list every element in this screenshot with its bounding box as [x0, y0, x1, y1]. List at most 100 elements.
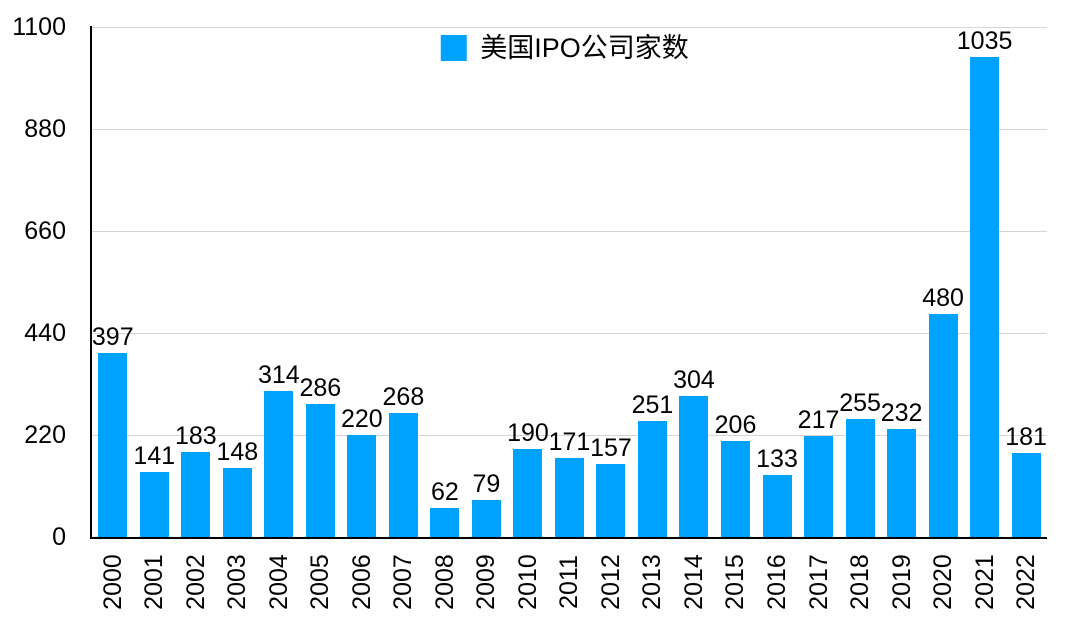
bar-value-label: 232	[880, 399, 923, 427]
y-tick-label: 660	[24, 217, 66, 245]
bar	[181, 452, 211, 537]
x-tick-cell: 2003	[217, 544, 259, 620]
bar	[887, 429, 917, 537]
legend: 美国IPO公司家数	[440, 33, 689, 63]
x-tick-label: 2000	[98, 554, 127, 610]
bar-column: 220	[341, 27, 383, 537]
bar-column: 286	[299, 27, 342, 537]
x-axis-tick-labels: 2000 2001 2002 2003 2004 2005 2006 2007 2008 2009…	[92, 544, 1047, 620]
x-tick-label: 2013	[638, 554, 667, 610]
y-axis-tick-labels: 0 220 440 660 880 1100	[0, 0, 66, 621]
bar	[596, 464, 626, 537]
bar	[471, 500, 501, 537]
bar	[554, 458, 584, 537]
x-tick-label: 2019	[887, 554, 916, 610]
y-axis-line	[90, 26, 92, 539]
bar-value-label: 190	[507, 419, 549, 447]
x-tick-cell: 2011	[549, 544, 591, 620]
bar-value-label: 141	[133, 442, 176, 470]
x-tick-cell: 2015	[715, 544, 757, 620]
bar	[98, 353, 128, 537]
x-tick-label: 2021	[970, 554, 999, 610]
bar-column: 1035	[957, 27, 1012, 537]
bar	[928, 314, 958, 537]
bar-column: 268	[383, 27, 424, 537]
bar-value-label: 171	[548, 428, 591, 456]
bar-value-label: 251	[631, 391, 674, 419]
x-tick-label: 2022	[1012, 554, 1041, 610]
legend-label: 美国IPO公司家数	[480, 33, 689, 63]
bar-column: 304	[673, 27, 715, 537]
bar-value-label: 183	[174, 422, 217, 450]
gridline	[92, 435, 1047, 436]
bar	[970, 57, 1000, 537]
x-tick-cell: 2019	[881, 544, 923, 620]
gridline	[92, 333, 1047, 334]
y-tick-label: 220	[24, 421, 66, 449]
bar	[804, 436, 834, 537]
bar-value-label: 397	[91, 323, 134, 351]
x-tick-cell: 2005	[300, 544, 342, 620]
y-tick-label: 1100	[12, 13, 66, 41]
x-tick-label: 2015	[721, 554, 750, 610]
x-tick-label: 2001	[140, 554, 169, 610]
bar-value-label: 133	[756, 445, 798, 473]
x-tick-label: 2005	[306, 554, 335, 610]
bar-column: 251	[631, 27, 674, 537]
bar-column: 183	[175, 27, 217, 537]
x-tick-cell: 2014	[673, 544, 715, 620]
x-tick-label: 2014	[679, 554, 708, 610]
x-tick-cell: 2010	[507, 544, 549, 620]
x-tick-cell: 2009	[466, 544, 508, 620]
bar-column: 217	[797, 27, 840, 537]
bar-value-label: 255	[839, 389, 881, 417]
bar-value-label: 286	[299, 374, 342, 402]
bar	[762, 475, 792, 537]
bar-value-label: 314	[257, 361, 300, 389]
x-tick-cell: 2008	[424, 544, 466, 620]
x-tick-label: 2020	[929, 554, 958, 610]
bar-column: 480	[922, 27, 964, 537]
bar	[139, 472, 169, 537]
bar-value-label: 157	[590, 434, 632, 462]
x-tick-cell: 2000	[92, 544, 134, 620]
bar-column: 62	[424, 27, 466, 537]
x-tick-cell: 2022	[1005, 544, 1047, 620]
bar	[679, 396, 709, 537]
x-tick-label: 2003	[223, 554, 252, 610]
bar	[845, 419, 875, 537]
x-tick-cell: 2020	[922, 544, 964, 620]
gridline	[92, 129, 1047, 130]
x-tick-cell: 2001	[134, 544, 176, 620]
bar	[388, 413, 418, 537]
x-tick-label: 2012	[596, 554, 625, 610]
x-tick-label: 2018	[846, 554, 875, 610]
bar-value-label: 1035	[956, 27, 1013, 55]
x-tick-label: 2010	[513, 554, 542, 610]
x-axis-line	[90, 537, 1047, 539]
x-tick-label: 2017	[804, 554, 833, 610]
bar-column: 171	[548, 27, 591, 537]
bar-column: 397	[92, 27, 134, 537]
bar-column: 232	[880, 27, 923, 537]
bar-value-label: 148	[216, 438, 259, 466]
x-tick-cell: 2018	[839, 544, 881, 620]
bar-column: 157	[590, 27, 632, 537]
x-tick-label: 2002	[181, 554, 210, 610]
bar-value-label: 217	[797, 406, 840, 434]
legend-swatch-icon	[440, 35, 467, 61]
gridline	[92, 27, 1047, 28]
bar-value-label: 79	[472, 470, 501, 498]
x-tick-cell: 2021	[964, 544, 1006, 620]
bar-column: 206	[715, 27, 756, 537]
x-tick-cell: 2002	[175, 544, 217, 620]
x-tick-label: 2006	[347, 554, 376, 610]
bar-column: 255	[839, 27, 881, 537]
y-tick-label: 880	[24, 115, 66, 143]
bar-column: 141	[133, 27, 176, 537]
x-tick-label: 2004	[264, 554, 293, 610]
plot-area: 397 141 183 148 314 286 220 268 62 79 190 171 157 251…	[92, 27, 1047, 537]
x-tick-cell: 2012	[590, 544, 632, 620]
x-tick-label: 2007	[389, 554, 418, 610]
